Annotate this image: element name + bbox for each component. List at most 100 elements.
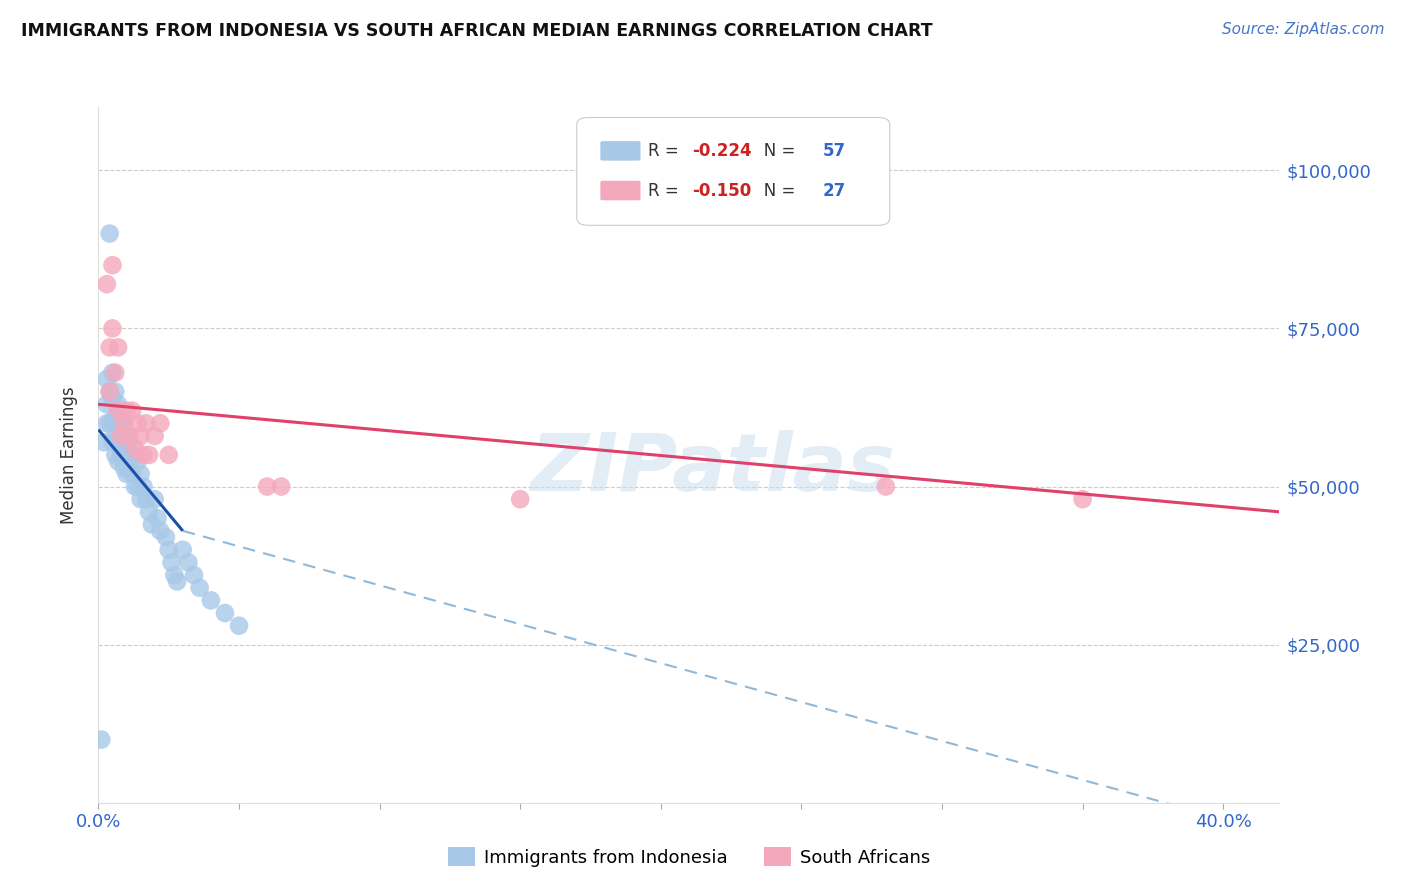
Point (121, 448, 143, 462)
Point (1071, 492, 1094, 507)
Point (118, 435, 141, 450)
Point (110, 429, 132, 443)
Point (96, 417, 118, 431)
Text: 27: 27 (823, 182, 845, 200)
Point (157, 448, 180, 462)
Point (188, 581, 211, 595)
Point (138, 505, 160, 519)
Point (98, 417, 121, 431)
Point (107, 403, 129, 417)
Text: N =: N = (748, 182, 800, 200)
Point (200, 593, 222, 607)
Point (149, 524, 172, 538)
Point (101, 366, 124, 380)
Point (112, 435, 135, 450)
Point (121, 467, 143, 481)
Point (101, 321, 124, 335)
Point (101, 258, 124, 272)
Text: N =: N = (748, 142, 800, 160)
Point (104, 429, 127, 443)
Point (98, 340, 121, 354)
Point (149, 417, 172, 431)
Text: R =: R = (648, 142, 683, 160)
Text: 57: 57 (823, 142, 845, 160)
Point (98, 384, 121, 399)
Point (112, 460, 135, 475)
Point (101, 435, 124, 450)
Point (143, 429, 166, 443)
Point (115, 448, 138, 462)
Point (129, 429, 152, 443)
Text: IMMIGRANTS FROM INDONESIA VS SOUTH AFRICAN MEDIAN EARNINGS CORRELATION CHART: IMMIGRANTS FROM INDONESIA VS SOUTH AFRIC… (21, 22, 932, 40)
Point (96, 397, 118, 411)
Point (96, 277, 118, 292)
Point (110, 429, 132, 443)
Point (98, 227, 121, 241)
Point (115, 467, 138, 481)
Point (270, 479, 292, 493)
Point (121, 403, 143, 417)
Point (118, 460, 141, 475)
Point (107, 340, 129, 354)
Point (107, 435, 129, 450)
FancyBboxPatch shape (600, 141, 641, 161)
Point (127, 417, 149, 431)
Point (124, 442, 146, 456)
Text: R =: R = (648, 182, 683, 200)
Point (256, 479, 278, 493)
Point (115, 403, 138, 417)
Point (127, 454, 149, 468)
Text: Source: ZipAtlas.com: Source: ZipAtlas.com (1222, 22, 1385, 37)
Point (93, 435, 115, 450)
Point (110, 409, 132, 424)
Point (132, 479, 155, 493)
Point (135, 417, 157, 431)
Text: -0.224: -0.224 (693, 142, 752, 160)
Point (875, 479, 897, 493)
Point (135, 492, 157, 507)
Y-axis label: Median Earnings: Median Earnings (59, 386, 77, 524)
Point (509, 492, 531, 507)
Point (96, 372, 118, 386)
Point (155, 530, 177, 544)
Point (163, 568, 186, 582)
Point (124, 479, 146, 493)
Point (118, 429, 141, 443)
Point (143, 492, 166, 507)
Text: ZIPatlas: ZIPatlas (530, 430, 896, 508)
Point (146, 511, 169, 525)
Point (104, 409, 127, 424)
Point (104, 384, 127, 399)
Point (138, 448, 160, 462)
Point (228, 618, 250, 632)
Point (214, 606, 236, 620)
Point (141, 517, 163, 532)
Point (132, 448, 155, 462)
FancyBboxPatch shape (576, 118, 890, 226)
Point (107, 417, 129, 431)
Point (90, 732, 112, 747)
Point (166, 574, 188, 589)
Point (101, 417, 124, 431)
Point (127, 479, 149, 493)
Point (104, 366, 127, 380)
Point (129, 467, 152, 481)
Point (172, 542, 194, 557)
Point (112, 417, 135, 431)
Point (160, 556, 183, 570)
Point (112, 417, 135, 431)
Point (177, 556, 200, 570)
Legend: Immigrants from Indonesia, South Africans: Immigrants from Indonesia, South African… (440, 840, 938, 874)
FancyBboxPatch shape (600, 181, 641, 201)
Point (107, 454, 129, 468)
Point (157, 542, 180, 557)
Point (183, 568, 205, 582)
Point (101, 391, 124, 405)
Point (115, 429, 138, 443)
Point (107, 397, 129, 411)
Point (104, 448, 127, 462)
Text: -0.150: -0.150 (693, 182, 752, 200)
Point (110, 448, 132, 462)
Point (129, 492, 152, 507)
Point (98, 384, 121, 399)
